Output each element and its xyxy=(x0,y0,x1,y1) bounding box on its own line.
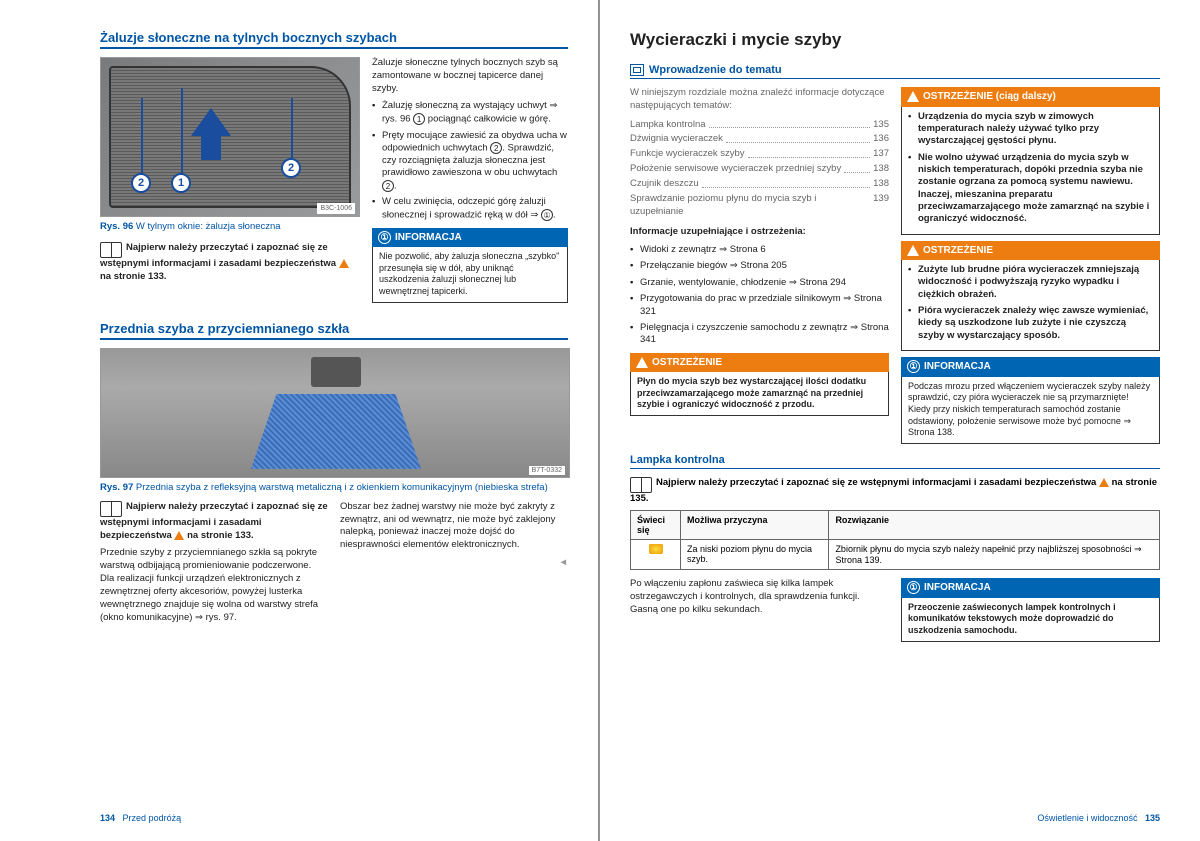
warning-box-cont: OSTRZEŻENIE (ciąg dalszy) Urządzenia do … xyxy=(901,87,1160,235)
left-col-1: 1 2 2 B3C-1006 Rys. 96 W tylnym oknie: ż… xyxy=(100,57,360,303)
fig97-caption: Rys. 97 Przednia szyba z refleksyjną war… xyxy=(100,482,568,493)
indicator-icon xyxy=(649,544,663,554)
cell-cause: Za niski poziom płynu do mycia szyb. xyxy=(681,540,829,570)
warning-icon xyxy=(907,91,919,102)
toc-item: Dźwignia wycieraczek136 xyxy=(630,133,889,146)
toc-item: Położenie serwisowe wycieraczek przednie… xyxy=(630,163,889,176)
intro-right-col: OSTRZEŻENIE (ciąg dalszy) Urządzenia do … xyxy=(901,87,1160,444)
toc-list: Lampka kontrolna135Dźwignia wycieraczek1… xyxy=(630,119,889,219)
warning-header-2: OSTRZEŻENIE xyxy=(901,241,1160,261)
book-icon xyxy=(630,477,652,493)
right-col-1: Żaluzje słoneczne tylnych bocznych szyb … xyxy=(372,57,568,303)
ref-1: 1 xyxy=(413,113,425,125)
supplementary-heading: Informacje uzupełniające i ostrzeżenia: xyxy=(630,226,889,239)
info-header-3: ①INFORMACJA xyxy=(901,578,1160,598)
bullet-3: W celu zwinięcia, odczepić górę żaluzji … xyxy=(372,196,568,221)
warning-icon xyxy=(174,531,184,540)
warning-cont-body: Urządzenia do mycia szyb w zimowych temp… xyxy=(901,107,1160,235)
sup-item: Przygotowania do prac w przedziale silni… xyxy=(630,293,889,318)
info-box-2: ①INFORMACJA Podczas mrozu przed włączeni… xyxy=(901,357,1160,444)
bullet-1: Żaluzję słoneczną za wystający uchwyt ⇒ … xyxy=(372,100,568,125)
info-box-1: ①INFORMACJA Nie pozwolić, aby żaluzja sł… xyxy=(372,228,568,303)
warn3-b2: Pióra wycieraczek znależy więc zawsze wy… xyxy=(908,305,1153,342)
lamp-right-col: ①INFORMACJA Przeoczenie zaświeconych lam… xyxy=(901,578,1160,642)
toc-item: Sprawdzanie poziomu płynu do mycia szyb … xyxy=(630,193,889,219)
ref-2: 2 xyxy=(490,142,502,154)
info-icon: ① xyxy=(907,581,920,594)
lamp-text: Po włączeniu zapłonu zaświeca się kilka … xyxy=(630,578,889,616)
info-body-3: Przeoczenie zaświeconych lampek kontroln… xyxy=(901,598,1160,642)
callout-2a: 2 xyxy=(131,173,151,193)
intro-text: W niniejszym rozdziale można znaleźć inf… xyxy=(630,87,889,113)
ref-info: ① xyxy=(541,209,553,221)
heading-intro: Wprowadzenie do tematu xyxy=(630,64,1160,79)
footer-left: 134 Przed podróżą xyxy=(100,813,181,823)
info-body-1: Nie pozwolić, aby żaluzja słoneczna „szy… xyxy=(372,247,568,303)
heading-lamp: Lampka kontrolna xyxy=(630,454,1160,469)
warn2-b1: Urządzenia do mycia szyb w zimowych temp… xyxy=(908,111,1153,148)
warning-box-2: OSTRZEŻENIE Zużyte lub brudne pióra wyci… xyxy=(901,241,1160,352)
page-right: Wycieraczki i mycie szyby Wprowadzenie d… xyxy=(600,0,1200,841)
callout-1: 1 xyxy=(171,173,191,193)
sup-item: Widoki z zewnątrz ⇒ Strona 6 xyxy=(630,244,889,256)
warn3-b1: Zużyte lub brudne pióra wycieraczek zmni… xyxy=(908,264,1153,301)
footer-right: Oświetlenie i widoczność 135 xyxy=(1037,813,1160,823)
windshield-p1: Przednie szyby z przyciemnianego szkła s… xyxy=(100,547,328,624)
info-box-3: ①INFORMACJA Przeoczenie zaświeconych lam… xyxy=(901,578,1160,642)
supplementary-list: Widoki z zewnątrz ⇒ Strona 6 Przełączanie… xyxy=(630,244,889,346)
lamp-read-first: Najpierw należy przeczytać i zapoznać si… xyxy=(630,477,1160,504)
toc-item: Funkcje wycieraczek szyby137 xyxy=(630,148,889,161)
sup-item: Grzanie, wentylowanie, chłodzenie ⇒ Stro… xyxy=(630,277,889,289)
warning-header: OSTRZEŻENIE xyxy=(630,353,889,373)
section-icon xyxy=(630,64,644,76)
warning-box-1: OSTRZEŻENIE Płyn do mycia szyb bez wysta… xyxy=(630,353,889,417)
th-lights: Świeci się xyxy=(631,511,681,540)
book-icon xyxy=(100,242,122,258)
th-cause: Możliwa przyczyna xyxy=(681,511,829,540)
warning-cont-header: OSTRZEŻENIE (ciąg dalszy) xyxy=(901,87,1160,107)
sup-item: Przełączanie biegów ⇒ Strona 205 xyxy=(630,260,889,272)
fig96-code: B3C-1006 xyxy=(317,203,355,214)
warn2-b2: Nie wolno używać urządzenia do mycia szy… xyxy=(908,152,1153,226)
left-col-2: Najpierw należy przeczytać i zapoznać si… xyxy=(100,501,328,630)
read-first-2: Najpierw należy przeczytać i zapoznać si… xyxy=(100,501,328,543)
book-icon xyxy=(100,501,122,517)
heading-wipers: Wycieraczki i mycie szyby xyxy=(630,30,1160,50)
lamp-left-col: Po włączeniu zapłonu zaświeca się kilka … xyxy=(630,578,889,642)
info-header-2: ①INFORMACJA xyxy=(901,357,1160,377)
info-icon: ① xyxy=(378,231,391,244)
page-left: Żaluzje słoneczne na tylnych bocznych sz… xyxy=(0,0,600,841)
sup-item: Pielęgnacja i czyszczenie samochodu z ze… xyxy=(630,322,889,347)
warning-body-2: Zużyte lub brudne pióra wycieraczek zmni… xyxy=(901,260,1160,351)
windshield-p2: Obszar bez żadnej warstwy nie może być z… xyxy=(340,501,568,552)
info-header: ①INFORMACJA xyxy=(372,228,568,248)
bullet-2: Pręty mocujące zawiesić za obydwa ucha w… xyxy=(372,130,568,193)
intro-left-col: W niniejszym rozdziale można znaleźć inf… xyxy=(630,87,889,444)
warning-icon xyxy=(1099,478,1109,487)
info-body-2: Podczas mrozu przed włączeniem wycieracz… xyxy=(901,377,1160,444)
warning-icon xyxy=(907,245,919,256)
callout-2b: 2 xyxy=(281,158,301,178)
cell-solution: Zbiornik płynu do mycia szyb należy nape… xyxy=(829,540,1160,570)
info-icon: ① xyxy=(907,360,920,373)
warning-icon xyxy=(339,259,349,268)
figure-96: 1 2 2 B3C-1006 xyxy=(100,57,360,217)
control-lamp-table: Świeci sięMożliwa przyczynaRozwiązanie Z… xyxy=(630,510,1160,570)
toc-item: Czujnik deszczu138 xyxy=(630,178,889,191)
warning-body-1: Płyn do mycia szyb bez wystarczającej il… xyxy=(630,372,889,416)
warning-icon xyxy=(636,357,648,368)
fig96-caption: Rys. 96 W tylnym oknie: żaluzja słoneczn… xyxy=(100,221,360,234)
read-first-1: Najpierw należy przeczytać i zapoznać si… xyxy=(100,242,360,284)
right-col-2: Obszar bez żadnej warstwy nie może być z… xyxy=(340,501,568,630)
ref-2b: 2 xyxy=(382,180,394,192)
toc-item: Lampka kontrolna135 xyxy=(630,119,889,132)
heading-sunblind: Żaluzje słoneczne na tylnych bocznych sz… xyxy=(100,30,568,49)
th-solution: Rozwiązanie xyxy=(829,511,1160,540)
heading-windshield: Przednia szyba z przyciemnianego szkła xyxy=(100,321,568,340)
figure-97: B7T-0332 xyxy=(100,348,570,478)
sunblind-intro: Żaluzje słoneczne tylnych bocznych szyb … xyxy=(372,57,568,95)
fig97-code: B7T-0332 xyxy=(529,466,565,475)
